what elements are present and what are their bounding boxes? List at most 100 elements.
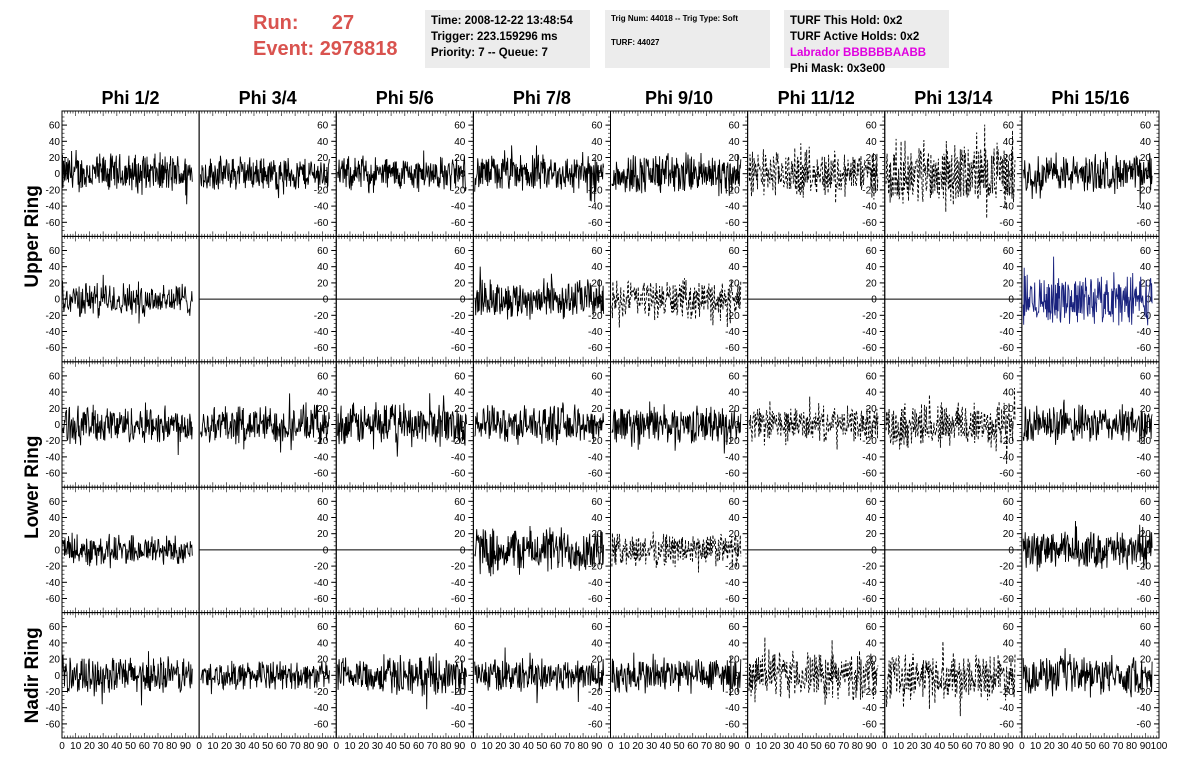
trig-info-box: Trig Num: 44018 -- Trig Type: Soft TURF:… — [605, 10, 770, 68]
waveform-trace — [61, 149, 193, 205]
y-tick-label: -20 — [588, 436, 603, 447]
trig-text: Trig Num: 44018 -- Trig Type: Soft — [611, 14, 738, 23]
waveform-trace — [200, 393, 330, 453]
y-tick-label: 60 — [866, 246, 878, 257]
y-tick-label: 40 — [454, 513, 466, 524]
run-value: 27 — [331, 12, 355, 34]
y-tick-label: -60 — [862, 469, 877, 480]
y-tick-label: -60 — [725, 594, 740, 605]
run-label: Run: — [253, 12, 299, 34]
y-tick-label: -40 — [588, 202, 603, 213]
y-tick-label: -60 — [588, 594, 603, 605]
y-tick-label: -40 — [725, 578, 740, 589]
y-tick-label: 0 — [1008, 420, 1014, 431]
run-line: Run: 27 — [253, 10, 398, 36]
y-tick-label: 20 — [454, 529, 466, 540]
y-tick-label: -40 — [451, 202, 466, 213]
y-tick-label: 40 — [454, 388, 466, 399]
y-tick-label: -20 — [1137, 311, 1152, 322]
y-tick-label: -60 — [725, 343, 740, 354]
y-tick-label: -60 — [314, 594, 329, 605]
phi-mask-text: Phi Mask: 0x3e00 — [790, 63, 886, 75]
y-tick-label: -40 — [862, 327, 877, 338]
y-tick-label: -40 — [314, 452, 329, 463]
y-tick-label: 20 — [1140, 153, 1152, 164]
waveform-trace — [611, 401, 742, 454]
y-tick-label: -20 — [999, 311, 1014, 322]
waveform-trace — [1022, 399, 1153, 445]
y-tick-label: -20 — [588, 311, 603, 322]
y-tick-label: 60 — [1003, 497, 1015, 508]
y-tick-label: 20 — [317, 404, 329, 415]
y-tick-label: 40 — [1003, 388, 1015, 399]
y-tick-label: 60 — [1140, 371, 1152, 382]
row-group-title: Nadir Ring — [22, 627, 43, 723]
y-tick-label: 60 — [49, 497, 61, 508]
y-tick-label: 60 — [729, 121, 741, 132]
y-tick-label: -20 — [451, 185, 466, 196]
y-tick-label: -40 — [451, 452, 466, 463]
waveform-trace — [474, 402, 605, 446]
y-tick-label: 0 — [460, 420, 466, 431]
y-tick-label: 20 — [454, 278, 466, 289]
y-tick-label: -20 — [451, 311, 466, 322]
y-tick-label: -60 — [451, 469, 466, 480]
y-tick-label: 20 — [866, 404, 878, 415]
y-tick-label: 40 — [729, 137, 741, 148]
y-tick-label: 20 — [454, 153, 466, 164]
column-title: Phi 11/12 — [778, 88, 855, 108]
y-tick-label: 20 — [866, 529, 878, 540]
waveform-trace — [474, 145, 605, 203]
y-tick-label: 0 — [1145, 545, 1151, 556]
y-tick-label: 60 — [729, 246, 741, 257]
y-tick-label: -40 — [46, 327, 61, 338]
waveform-trace — [885, 124, 1016, 219]
y-tick-label: 40 — [317, 638, 329, 649]
priority-text: Priority: 7 -- Queue: 7 — [431, 47, 548, 59]
y-tick-label: 20 — [317, 153, 329, 164]
column-title: Phi 5/6 — [376, 88, 434, 108]
y-tick-label: -20 — [588, 562, 603, 573]
y-tick-label: -40 — [46, 703, 61, 714]
y-tick-label: 40 — [591, 388, 603, 399]
y-tick-label: -40 — [1137, 578, 1152, 589]
y-tick-label: -20 — [725, 436, 740, 447]
y-tick-label: 60 — [454, 246, 466, 257]
y-tick-label: 40 — [729, 262, 741, 273]
turf-text: TURF: 44027 — [611, 38, 660, 47]
y-tick-label: -60 — [46, 719, 61, 730]
y-tick-label: 20 — [49, 278, 61, 289]
y-tick-label: -60 — [999, 594, 1014, 605]
y-tick-label: -20 — [999, 185, 1014, 196]
column-title: Phi 1/2 — [102, 88, 160, 108]
y-tick-label: 60 — [1003, 246, 1015, 257]
y-tick-label: -40 — [999, 327, 1014, 338]
y-tick-label: 40 — [866, 388, 878, 399]
y-tick-label: -60 — [725, 469, 740, 480]
y-tick-label: -20 — [1137, 185, 1152, 196]
y-tick-label: 0 — [1145, 169, 1151, 180]
y-tick-label: 40 — [317, 388, 329, 399]
y-tick-label: -40 — [588, 452, 603, 463]
event-label: Event: — [253, 38, 315, 60]
waveform-trace — [748, 143, 879, 204]
y-tick-label: 20 — [591, 278, 603, 289]
y-tick-label: -60 — [314, 469, 329, 480]
y-tick-label: -60 — [999, 469, 1014, 480]
y-tick-label: -20 — [46, 436, 61, 447]
y-tick-label: 20 — [1003, 278, 1015, 289]
y-tick-label: 60 — [1140, 121, 1152, 132]
waveform-trace — [200, 155, 330, 199]
y-tick-label: 40 — [591, 137, 603, 148]
y-tick-label: -40 — [588, 327, 603, 338]
y-tick-label: 0 — [54, 295, 60, 306]
y-tick-label: 40 — [729, 388, 741, 399]
y-tick-label: -60 — [588, 469, 603, 480]
y-tick-label: -40 — [999, 202, 1014, 213]
column-title: Phi 9/10 — [645, 88, 713, 108]
y-tick-label: -60 — [46, 218, 61, 229]
y-tick-label: -40 — [862, 452, 877, 463]
y-tick-label: 60 — [866, 121, 878, 132]
y-tick-label: 20 — [729, 404, 741, 415]
y-tick-label: -20 — [46, 311, 61, 322]
